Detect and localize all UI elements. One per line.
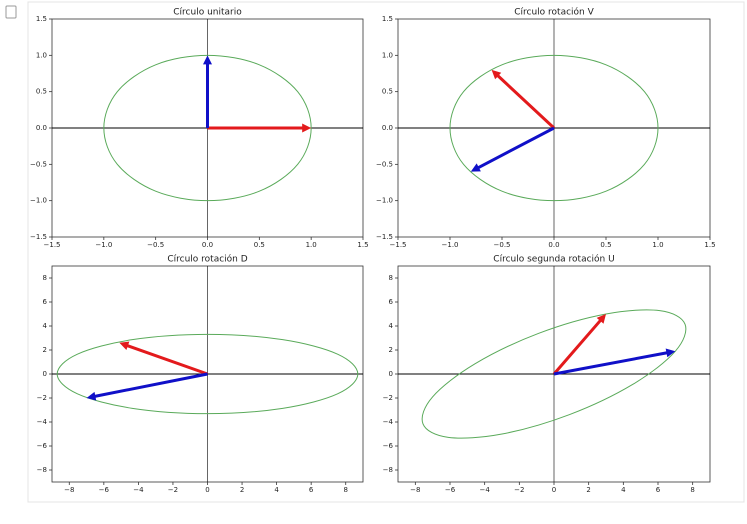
output-icon[interactable] [5,5,17,19]
y-tick-label: −6 [383,442,394,450]
x-tick-label: 4 [621,486,626,494]
x-tick-label: 0.0 [202,241,213,249]
chart-title: Círculo segunda rotación U [493,254,614,265]
vector-arrow [553,348,676,376]
y-tick-label: 1.5 [382,15,393,23]
y-tick-label: −6 [37,442,48,450]
x-tick-label: −8 [64,486,74,494]
chart-title: Círculo unitario [173,8,242,18]
chart-title: Círculo rotación V [514,7,594,18]
x-tick-label: 2 [586,486,590,494]
x-tick-label: −1.5 [390,241,407,249]
y-tick-label: −1.0 [30,197,47,205]
x-tick-label: −1.0 [442,241,459,249]
y-tick-label: −1.5 [376,233,393,241]
x-tick-label: 0.5 [254,241,265,249]
ellipse [103,54,312,202]
ellipse [449,54,659,202]
y-tick-label: 8 [389,274,393,282]
x-tick-label: −4 [133,486,144,494]
x-tick-label: −1.0 [95,241,112,249]
x-tick-label: −4 [480,486,491,494]
y-tick-label: 0.0 [36,124,47,132]
y-tick-label: 2 [43,346,47,354]
y-tick-label: 4 [389,322,394,330]
x-tick-label: −8 [410,486,420,494]
vector-arrow [203,55,212,129]
y-tick-label: −0.5 [30,160,47,168]
x-tick-label: −1.5 [44,241,61,249]
vector-arrow [552,314,606,375]
x-tick-label: 0 [205,486,209,494]
y-tick-label: −8 [383,466,393,474]
x-tick-label: −2 [168,486,178,494]
y-tick-label: 2 [389,346,393,354]
ellipse [56,333,359,415]
y-tick-label: 8 [43,274,47,282]
x-tick-label: 1.0 [306,241,317,249]
x-tick-label: 0.0 [548,241,559,249]
chart-title: Círculo rotación D [167,254,247,265]
x-tick-label: −6 [99,486,110,494]
x-tick-label: 6 [656,486,661,494]
vector-arrow [86,372,208,401]
vector-arrow [207,123,312,133]
x-tick-label: −0.5 [147,241,164,249]
x-tick-label: 0.5 [600,241,611,249]
x-tick-label: 1.5 [357,241,368,249]
x-tick-label: 1.0 [652,241,663,249]
y-tick-label: −0.5 [376,160,393,168]
vector-arrow [491,69,556,130]
y-tick-label: 4 [43,322,48,330]
x-tick-label: 0 [552,486,556,494]
y-tick-label: 0.0 [382,124,393,132]
x-tick-label: −6 [445,486,456,494]
y-tick-label: 0.5 [36,88,47,96]
y-tick-label: −8 [37,466,47,474]
x-tick-label: 2 [240,486,244,494]
y-tick-label: 0 [389,370,393,378]
y-tick-label: 1.0 [382,51,393,59]
x-tick-label: −2 [514,486,524,494]
x-tick-label: 8 [343,486,347,494]
vector-arrow [119,341,209,376]
ellipse [421,309,687,439]
y-tick-label: 6 [43,298,48,306]
output-frame [27,1,745,503]
vector-arrow [470,126,555,172]
x-tick-label: −0.5 [494,241,511,249]
y-tick-label: 0 [43,370,47,378]
y-tick-label: 6 [389,298,394,306]
y-tick-label: 0.5 [382,88,393,96]
x-tick-label: 8 [690,486,694,494]
y-tick-label: −1.5 [30,233,47,241]
y-tick-label: −4 [37,418,48,426]
x-tick-label: 1.5 [704,241,715,249]
y-tick-label: −2 [37,394,47,402]
y-tick-label: −1.0 [376,197,393,205]
y-tick-label: 1.0 [36,51,47,59]
y-tick-label: 1.5 [36,15,47,23]
x-tick-label: 4 [274,486,279,494]
y-tick-label: −2 [383,394,393,402]
y-tick-label: −4 [383,418,394,426]
x-tick-label: 6 [309,486,314,494]
